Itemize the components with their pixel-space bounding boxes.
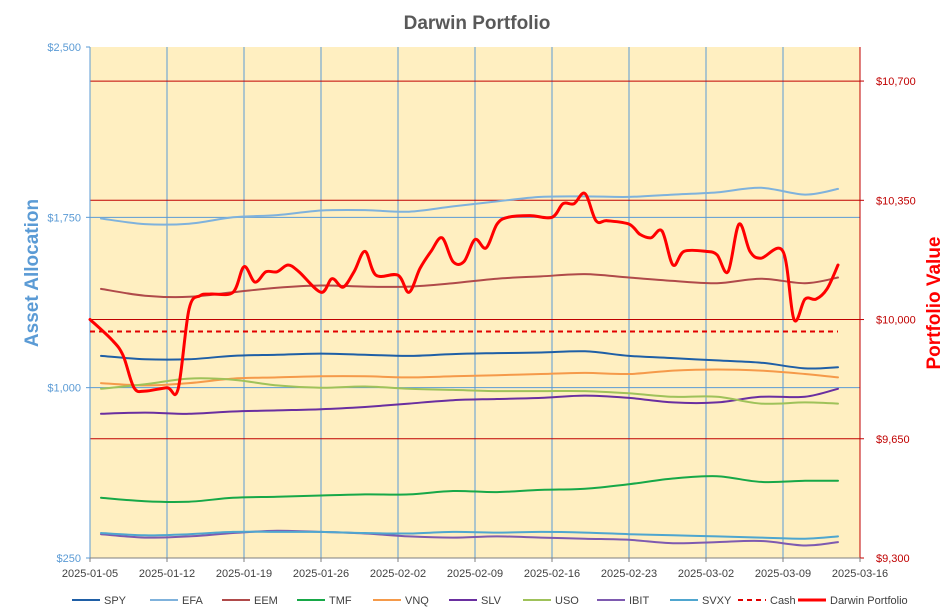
legend-label-uso: USO: [555, 595, 579, 607]
right-tick-label: $9,650: [876, 434, 910, 446]
x-tick-label: 2025-02-23: [601, 568, 657, 580]
x-tick-label: 2025-01-05: [62, 568, 118, 580]
horizontal-gridlines: [90, 80, 860, 440]
legend-label-efa: EFA: [182, 595, 203, 607]
series-line-efa: [100, 186, 839, 226]
chart-title: Darwin Portfolio: [404, 13, 551, 34]
legend-label-vnq: VNQ: [405, 595, 429, 607]
series-line-uso: [100, 377, 839, 405]
x-tick-label: 2025-01-12: [139, 568, 195, 580]
left-axis-label: Asset Allocation: [22, 199, 43, 347]
x-axis-ticks: 2025-01-05 2025-01-12 2025-01-19 2025-01-26…: [62, 558, 888, 580]
right-tick-label: $10,350: [876, 195, 916, 207]
legend-label-spy: SPY: [104, 595, 127, 607]
right-tick-label: $10,000: [876, 315, 916, 327]
series-line-svxy: [100, 530, 839, 540]
left-axis-ticks: $250 $1,000 $1,750 $2,500: [47, 42, 90, 565]
series-line-slv: [100, 387, 839, 415]
x-tick-label: 2025-02-16: [524, 568, 580, 580]
legend-label-darwin-portfolio: Darwin Portfolio: [830, 595, 908, 607]
legend-label-eem: EEM: [254, 595, 278, 607]
legend-label-svxy: SVXY: [702, 595, 732, 607]
x-tick-label: 2025-02-02: [370, 568, 426, 580]
vertical-gridlines: [166, 47, 784, 558]
left-tick-label: $250: [57, 553, 81, 565]
legend-label-ibit: IBIT: [629, 595, 649, 607]
legend-label-slv: SLV: [481, 595, 502, 607]
series-layer: [88, 186, 840, 547]
x-tick-label: 2025-01-19: [216, 568, 272, 580]
series-line-spy: [100, 350, 839, 370]
right-tick-label: $9,300: [876, 553, 910, 565]
x-tick-label: 2025-02-09: [447, 568, 503, 580]
series-line-ibit: [100, 529, 839, 547]
x-tick-label: 2025-03-02: [678, 568, 734, 580]
x-tick-label: 2025-03-09: [755, 568, 811, 580]
series-line-darwin-portfolio: [88, 191, 840, 397]
legend: SPY EFA EEM TMF VNQ SLV USO IBIT SVXY Cash Darwin …: [72, 595, 908, 607]
legend-label-cash: Cash: [770, 595, 796, 607]
left-tick-label: $2,500: [47, 42, 81, 54]
right-axis-label: Portfolio Value: [924, 236, 945, 369]
legend-label-tmf: TMF: [329, 595, 352, 607]
left-tick-label: $1,000: [47, 383, 81, 395]
right-axis-ticks: $9,300 $9,650 $10,000 $10,350 $10,700: [860, 76, 916, 565]
left-tick-label: $1,750: [47, 212, 81, 224]
x-tick-label: 2025-01-26: [293, 568, 349, 580]
series-line-tmf: [100, 475, 839, 503]
right-tick-label: $10,700: [876, 76, 916, 88]
x-tick-label: 2025-03-16: [832, 568, 888, 580]
